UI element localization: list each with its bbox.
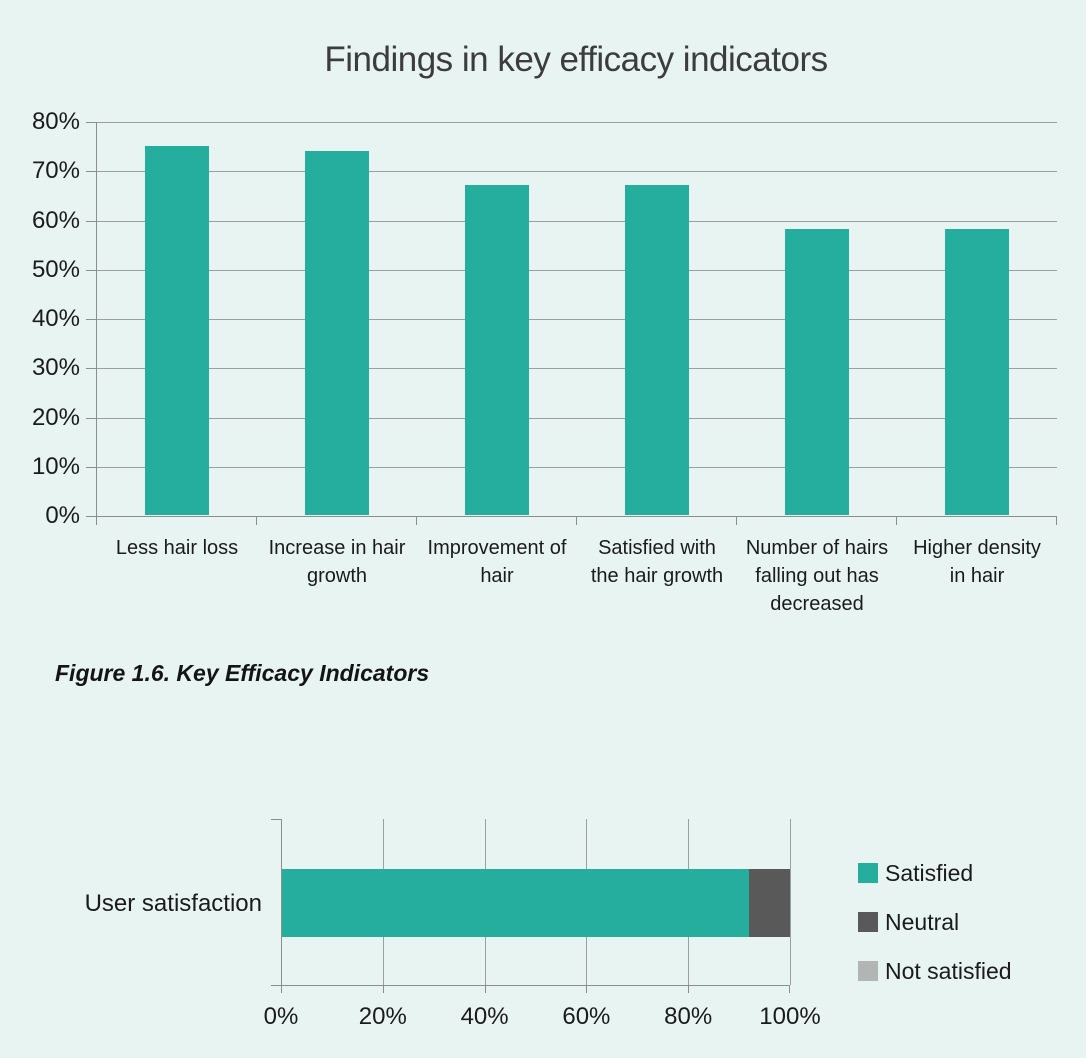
x-axis-category-label: Higher density in hair — [913, 537, 1041, 587]
stacked-bar-plot-area — [271, 819, 791, 993]
x-axis-tick — [382, 985, 384, 993]
legend-item-neutral: Neutral — [858, 908, 960, 935]
x-axis-tick-label: 100% — [759, 1003, 821, 1030]
y-axis-tick — [86, 417, 96, 419]
bar-segment-neutral — [749, 869, 790, 937]
y-axis-tick-label: 70% — [31, 157, 80, 185]
axis-cap-tick — [271, 819, 281, 820]
bar-chart-plot-area — [86, 122, 1057, 525]
x-axis-category-label: Satisfied with the hair growth — [590, 537, 724, 587]
y-axis-tick-label: 30% — [31, 354, 80, 382]
y-axis-tick-label: 80% — [31, 108, 80, 135]
legend-swatch-icon — [858, 912, 878, 932]
x-axis-tick — [789, 985, 790, 993]
x-axis-tick — [736, 516, 737, 525]
y-axis-tick-label: 10% — [31, 452, 80, 480]
gridline — [97, 171, 1057, 173]
gridline — [97, 269, 1057, 271]
gridline — [97, 466, 1057, 468]
x-axis-tick-label: 0% — [263, 1003, 299, 1030]
x-axis-tick — [688, 985, 690, 993]
y-axis-line — [96, 122, 97, 517]
y-axis-tick — [86, 368, 96, 370]
bar — [305, 150, 369, 515]
gridline — [97, 417, 1057, 419]
gridline — [97, 220, 1057, 222]
y-axis-tick — [86, 122, 96, 123]
legend-swatch-icon — [858, 863, 878, 883]
legend-item-satisfied: Satisfied — [858, 859, 974, 886]
y-axis-line — [281, 819, 282, 985]
x-axis-tick-label: 80% — [664, 1003, 713, 1030]
bar — [145, 145, 209, 515]
y-axis-tick-label: 0% — [45, 502, 80, 529]
category-label-user-satisfaction: User satisfaction — [84, 890, 262, 917]
y-axis-tick — [86, 466, 96, 468]
x-axis-tick — [96, 516, 97, 525]
y-axis-tick — [86, 269, 96, 271]
legend-label: Satisfied — [885, 859, 974, 886]
bar — [465, 185, 529, 515]
x-axis-category-label: Less hair loss — [115, 537, 239, 559]
bar — [785, 229, 849, 515]
gridline — [790, 819, 791, 985]
stacked-bar — [282, 869, 790, 937]
x-axis-tick-label: 40% — [460, 1003, 509, 1030]
x-axis-category-label: Number of hairs falling out has decrease… — [745, 537, 889, 615]
y-axis-tick-label: 60% — [31, 206, 80, 234]
x-axis-tick — [586, 985, 588, 993]
gridline — [97, 319, 1057, 320]
bar — [945, 229, 1009, 515]
x-axis-category-label: Increase in hair growth — [268, 537, 406, 587]
x-axis-tick — [281, 985, 282, 993]
x-axis-tick-label: 20% — [358, 1003, 407, 1030]
x-axis-tick — [896, 516, 897, 525]
y-axis-tick — [86, 171, 96, 173]
y-axis-tick-label: 20% — [31, 403, 80, 431]
x-axis-tick — [256, 516, 257, 525]
y-axis-tick-label: 50% — [31, 255, 80, 283]
legend-item-not-satisfied: Not satisfied — [858, 957, 1012, 984]
gridline — [97, 122, 1057, 123]
bar-segment-satisfied — [282, 869, 750, 937]
gridline — [97, 368, 1057, 370]
y-axis-tick — [86, 220, 96, 222]
x-axis-tick — [484, 985, 486, 993]
y-axis-tick — [86, 319, 96, 320]
x-axis-category-label: Improvement of hair — [427, 537, 567, 587]
y-axis-tick-label: 40% — [31, 305, 80, 332]
x-axis-tick-label: 60% — [562, 1003, 611, 1030]
legend-label: Not satisfied — [885, 957, 1012, 984]
bar — [625, 185, 689, 515]
x-axis-tick — [1056, 516, 1057, 525]
y-axis-tick — [86, 516, 96, 517]
x-axis-line — [86, 516, 1057, 517]
legend-label: Neutral — [885, 908, 960, 935]
x-axis-tick — [576, 516, 577, 525]
legend-swatch-icon — [858, 961, 878, 981]
chart-title: Findings in key efficacy indicators — [324, 40, 828, 79]
figure-caption: Figure 1.6. Key Efficacy Indicators — [55, 660, 430, 686]
x-axis-tick — [416, 516, 417, 525]
x-axis-line — [271, 985, 790, 986]
